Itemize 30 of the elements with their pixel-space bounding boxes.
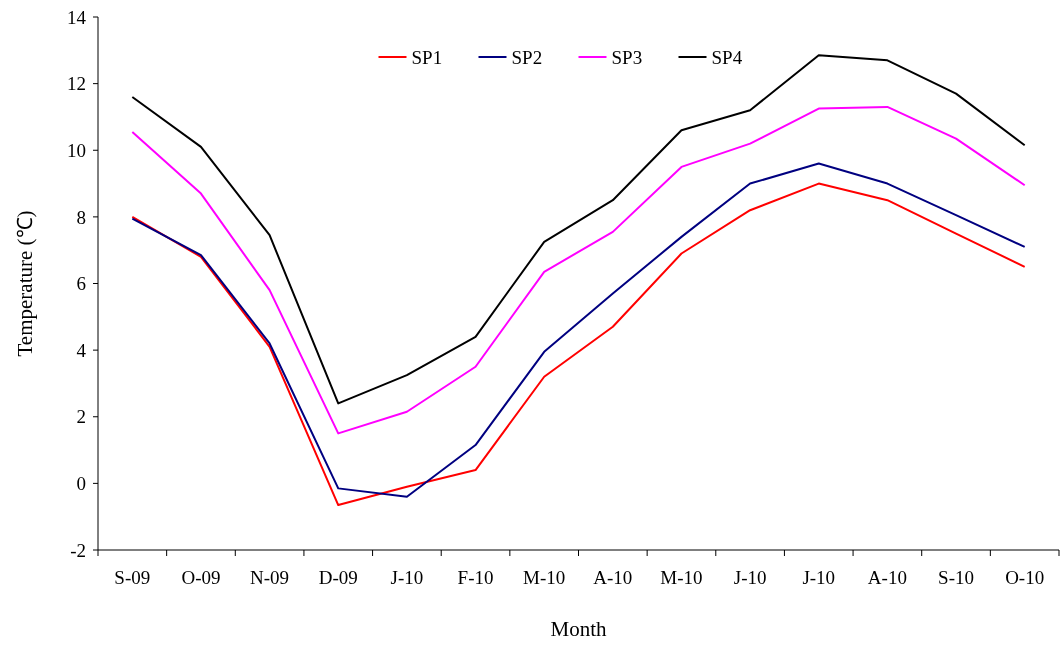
legend-label: SP3 (611, 46, 643, 68)
y-tick-label: 0 (76, 473, 86, 495)
x-tick-label: N-09 (250, 567, 290, 588)
legend-label: SP2 (511, 46, 543, 68)
x-tick-label: M-10 (523, 567, 566, 588)
x-tick-label: A-10 (867, 567, 907, 588)
x-tick-label: S-09 (114, 567, 151, 588)
x-tick-label: J-10 (733, 567, 767, 588)
legend-label: SP1 (411, 46, 443, 68)
line-series (131, 105, 1026, 435)
x-axis-title: Month (550, 617, 607, 641)
x-tick-label: F-10 (457, 567, 494, 588)
y-tick-label: 12 (67, 73, 86, 95)
x-tick-label: M-10 (660, 567, 703, 588)
x-tick-label: S-10 (938, 567, 974, 588)
y-tick-label: 10 (67, 139, 86, 161)
x-tick-label: O-09 (181, 567, 221, 588)
x-tick-label: D-09 (318, 567, 358, 588)
x-tick-label: J-10 (802, 567, 836, 588)
x-tick-label: A-10 (593, 567, 633, 588)
y-tick-label: 2 (76, 406, 86, 428)
y-tick-label: 8 (76, 206, 86, 228)
x-tick-label: O-10 (1005, 567, 1045, 588)
y-tick-label: 6 (76, 273, 86, 295)
y-axis-title: Temperature (℃) (13, 210, 37, 357)
x-tick-label: J-10 (390, 567, 424, 588)
y-tick-label: 4 (76, 339, 87, 361)
y-tick-label: 14 (67, 6, 87, 28)
y-tick-label: -2 (70, 539, 86, 561)
legend-label: SP4 (711, 46, 743, 68)
